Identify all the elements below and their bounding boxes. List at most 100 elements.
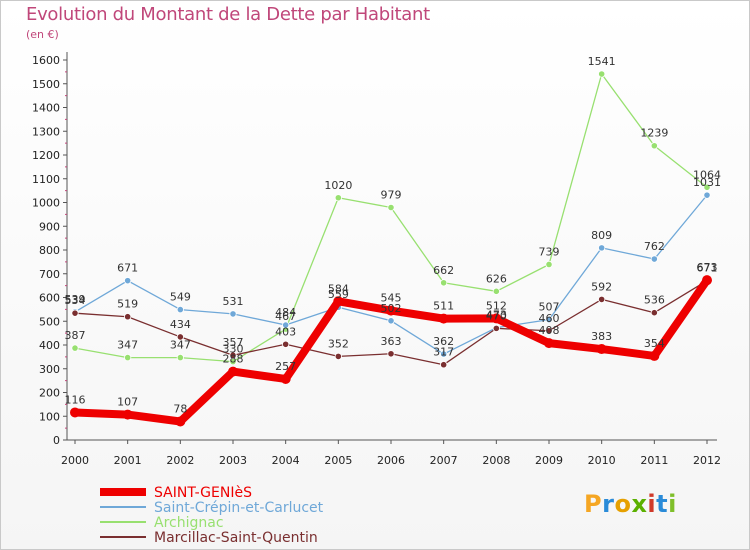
data-point [333, 296, 344, 307]
data-point [176, 353, 184, 362]
data-point [70, 407, 80, 418]
y-tick-label: 300 [39, 363, 60, 376]
data-label: 584 [328, 282, 349, 295]
x-tick-label: 2004 [272, 454, 300, 467]
data-label: 1064 [693, 168, 721, 181]
legend-label: Archignac [154, 515, 224, 531]
data-point [387, 317, 395, 325]
data-label: 288 [223, 353, 244, 366]
data-point [124, 353, 132, 362]
data-point [71, 344, 79, 352]
y-tick-label: 100 [39, 410, 60, 423]
chart-subtitle: (en €) [26, 28, 59, 41]
data-label: 408 [539, 324, 560, 337]
chart-title: Evolution du Montant de la Dette par Hab… [26, 4, 430, 25]
y-tick-label: 1100 [32, 173, 60, 186]
data-point [598, 295, 606, 303]
data-label: 116 [65, 393, 86, 406]
data-point [124, 313, 132, 321]
data-point [545, 260, 553, 269]
data-label: 739 [539, 245, 560, 258]
proxiti-logo: Proxiti [584, 490, 677, 518]
y-tick-label: 600 [39, 292, 60, 305]
x-tick-label: 2006 [377, 454, 405, 467]
data-label: 539 [65, 293, 86, 306]
data-label: 403 [275, 325, 296, 338]
data-label: 362 [433, 335, 454, 348]
y-tick-label: 500 [39, 315, 60, 328]
data-label: 357 [223, 336, 244, 349]
y-tick-label: 0 [53, 434, 60, 447]
data-point [176, 333, 184, 341]
data-point [124, 277, 132, 285]
logo-letter: P [584, 490, 603, 518]
x-tick-label: 2003 [219, 454, 247, 467]
data-label: 473 [486, 309, 507, 322]
data-label: 626 [486, 272, 507, 285]
data-point [650, 309, 658, 317]
logo-letter: r [602, 490, 615, 518]
data-point [228, 366, 238, 377]
data-label: 354 [644, 337, 665, 350]
x-tick-label: 2011 [640, 454, 668, 467]
x-tick-label: 2002 [166, 454, 194, 467]
x-tick-label: 2001 [114, 454, 142, 467]
data-label: 762 [644, 240, 665, 253]
data-point [545, 315, 553, 324]
data-point [492, 287, 500, 295]
data-label: 330 [223, 343, 244, 356]
data-point [492, 324, 500, 332]
data-point [491, 313, 502, 324]
data-point [71, 309, 79, 317]
data-label: 979 [381, 188, 402, 201]
data-label: 434 [170, 318, 191, 331]
legend-label: SAINT-GENIèS [154, 485, 252, 501]
data-label: 671 [697, 262, 718, 275]
data-label: 257 [275, 360, 296, 373]
data-label: 363 [381, 335, 402, 348]
data-point [650, 255, 658, 263]
data-point [280, 373, 291, 384]
series-saint-cr-pin-et-carlucet [71, 191, 711, 358]
y-tick-label: 1000 [32, 197, 60, 210]
x-tick-label: 2010 [588, 454, 616, 467]
data-label: 460 [539, 312, 560, 325]
data-label: 671 [117, 262, 138, 275]
data-point [598, 244, 606, 252]
legend-item: Archignac [100, 515, 224, 531]
data-point [176, 306, 184, 314]
data-label: 78 [173, 402, 187, 415]
y-tick-label: 400 [39, 339, 60, 352]
legend-label: Saint-Crépin-et-Carlucet [154, 500, 324, 516]
data-point [440, 361, 448, 369]
y-tick-label: 900 [39, 220, 60, 233]
data-label: 531 [223, 295, 244, 308]
data-label: 467 [275, 310, 296, 323]
data-label: 352 [328, 337, 349, 350]
data-point [229, 310, 237, 318]
data-label: 507 [539, 301, 560, 314]
data-label: 1020 [324, 179, 352, 192]
legend-item: Saint-Crépin-et-Carlucet [100, 500, 324, 516]
data-point [649, 350, 660, 361]
data-label: 1031 [693, 176, 721, 189]
data-label: 383 [591, 330, 612, 343]
data-point [596, 344, 607, 355]
data-label: 673 [697, 261, 718, 274]
data-label: 317 [433, 346, 454, 359]
data-point [334, 194, 342, 202]
y-tick-label: 1200 [32, 149, 60, 162]
logo-letter: o [614, 490, 632, 518]
y-tick-label: 1600 [32, 54, 60, 67]
data-point [702, 275, 712, 286]
data-point [334, 352, 342, 360]
y-tick-label: 800 [39, 244, 60, 257]
data-point [386, 305, 396, 316]
data-point [122, 409, 133, 420]
legend-item: SAINT-GENIèS [100, 485, 252, 501]
data-point [282, 340, 290, 348]
data-point [544, 338, 554, 349]
logo-letter: t [656, 490, 669, 518]
